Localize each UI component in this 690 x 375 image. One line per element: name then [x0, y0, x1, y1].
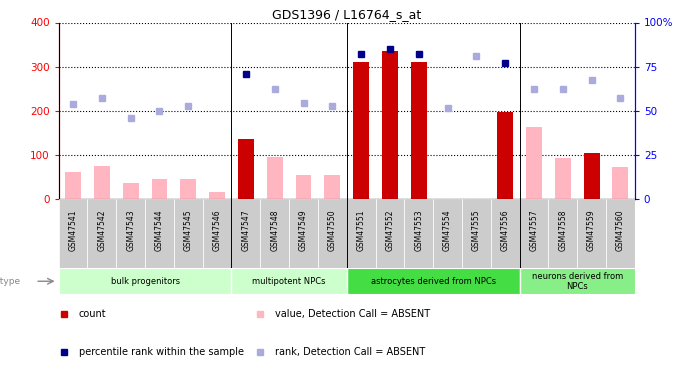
Bar [209, 192, 225, 199]
Text: GSM47542: GSM47542 [97, 209, 106, 251]
Bar [433, 199, 462, 268]
Bar [555, 158, 571, 199]
Bar [520, 268, 635, 294]
Text: GSM47559: GSM47559 [587, 209, 596, 251]
Bar [324, 174, 340, 199]
Text: percentile rank within the sample: percentile rank within the sample [79, 347, 244, 357]
Bar [353, 62, 369, 199]
Bar [65, 172, 81, 199]
Bar [520, 199, 549, 268]
Text: GSM47554: GSM47554 [443, 209, 452, 251]
Bar [289, 199, 318, 268]
Bar [123, 183, 139, 199]
Bar [180, 179, 196, 199]
Bar [59, 268, 232, 294]
Bar [318, 199, 347, 268]
Bar [526, 127, 542, 199]
Text: GSM47547: GSM47547 [241, 209, 250, 251]
Bar [347, 199, 375, 268]
Bar [295, 174, 311, 199]
Bar [606, 199, 635, 268]
Text: GSM47560: GSM47560 [616, 209, 625, 251]
Bar [145, 199, 174, 268]
Text: GSM47544: GSM47544 [155, 209, 164, 251]
Bar [88, 199, 116, 268]
Text: GSM47545: GSM47545 [184, 209, 193, 251]
Text: GSM47546: GSM47546 [213, 209, 221, 251]
Text: multipotent NPCs: multipotent NPCs [253, 277, 326, 286]
Bar [94, 166, 110, 199]
Text: GSM47555: GSM47555 [472, 209, 481, 251]
Text: GSM47556: GSM47556 [501, 209, 510, 251]
Bar [613, 166, 629, 199]
Bar [174, 199, 203, 268]
Bar [232, 268, 347, 294]
Text: GSM47552: GSM47552 [386, 209, 395, 251]
Text: GSM47541: GSM47541 [68, 209, 77, 251]
Text: astrocytes derived from NPCs: astrocytes derived from NPCs [371, 277, 495, 286]
Bar [152, 179, 168, 199]
Bar [267, 157, 283, 199]
Text: bulk progenitors: bulk progenitors [110, 277, 179, 286]
Text: value, Detection Call = ABSENT: value, Detection Call = ABSENT [275, 309, 430, 319]
Text: count: count [79, 309, 106, 319]
Bar [462, 199, 491, 268]
Text: GSM47551: GSM47551 [357, 209, 366, 251]
Bar [59, 199, 88, 268]
Text: GSM47549: GSM47549 [299, 209, 308, 251]
Bar [584, 153, 600, 199]
Bar [260, 199, 289, 268]
Bar [203, 199, 232, 268]
Text: GSM47548: GSM47548 [270, 209, 279, 251]
Bar [404, 199, 433, 268]
Text: GSM47558: GSM47558 [558, 209, 567, 251]
Bar [347, 268, 520, 294]
Bar [578, 199, 606, 268]
Bar [382, 51, 398, 199]
Text: GSM47543: GSM47543 [126, 209, 135, 251]
Bar [375, 199, 404, 268]
Text: GSM47557: GSM47557 [529, 209, 538, 251]
Text: GSM47550: GSM47550 [328, 209, 337, 251]
Text: rank, Detection Call = ABSENT: rank, Detection Call = ABSENT [275, 347, 425, 357]
Title: GDS1396 / L16764_s_at: GDS1396 / L16764_s_at [272, 8, 422, 21]
Bar [238, 139, 254, 199]
Bar [116, 199, 145, 268]
Bar [497, 111, 513, 199]
Bar [232, 199, 260, 268]
Text: GSM47553: GSM47553 [414, 209, 423, 251]
Text: neurons derived from
NPCs: neurons derived from NPCs [531, 272, 623, 291]
Bar [411, 62, 426, 199]
Bar [549, 199, 578, 268]
Bar [491, 199, 520, 268]
Text: cell type: cell type [0, 277, 21, 286]
